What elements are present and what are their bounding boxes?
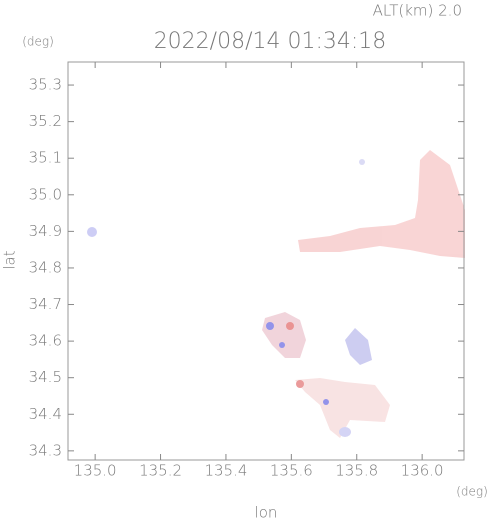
y-tick-label: 34.6	[29, 332, 62, 350]
y-tick-label: 35.1	[29, 149, 62, 167]
echo	[286, 322, 294, 330]
echo	[296, 380, 304, 388]
y-tick-label: 35.0	[29, 185, 62, 203]
echo	[359, 159, 365, 165]
echo	[262, 312, 306, 358]
y-tick-label: 35.3	[29, 76, 62, 94]
y-tick-label: 34.5	[29, 368, 62, 386]
altitude-label: ALT(km) 2.0	[373, 2, 462, 20]
echo	[323, 399, 329, 405]
x-unit: (deg)	[456, 485, 488, 499]
echo	[339, 427, 351, 437]
y-tick-label: 34.9	[29, 222, 62, 240]
echo	[295, 378, 390, 438]
y-tick-label: 34.7	[29, 295, 62, 313]
x-tick-label: 135.0	[74, 462, 117, 480]
x-axis-label: lon	[255, 504, 278, 521]
echo	[279, 342, 285, 348]
x-tick-label: 135.6	[270, 462, 313, 480]
x-tick-label: 135.4	[204, 462, 247, 480]
x-tick-label: 135.2	[139, 462, 182, 480]
y-tick-label: 34.3	[29, 441, 62, 459]
y-axis-label: lat	[1, 250, 19, 269]
echo	[87, 227, 97, 237]
y-tick-label: 34.8	[29, 258, 62, 276]
plot-frame	[67, 61, 465, 461]
x-tick-label: 135.8	[335, 462, 378, 480]
y-unit: (deg)	[22, 35, 54, 49]
x-tick-label: 136.0	[401, 462, 444, 480]
echo	[298, 150, 465, 258]
y-tick-label: 35.2	[29, 112, 62, 130]
chart-title: 2022/08/14 01:34:18	[154, 29, 387, 54]
radar-echoes	[87, 150, 465, 438]
y-tick-label: 34.4	[29, 405, 62, 423]
echo	[345, 328, 372, 365]
echo	[266, 322, 274, 330]
